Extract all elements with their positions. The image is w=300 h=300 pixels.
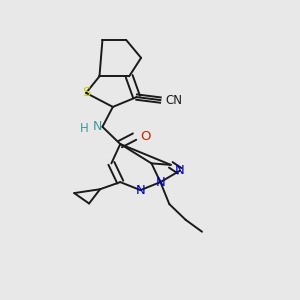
Text: O: O xyxy=(140,130,151,143)
Text: N: N xyxy=(175,164,184,177)
Text: H: H xyxy=(80,122,88,135)
Text: CN: CN xyxy=(166,94,183,106)
Text: S: S xyxy=(82,86,90,99)
Text: N: N xyxy=(93,120,102,133)
Text: N: N xyxy=(155,176,165,189)
Text: N: N xyxy=(136,184,146,196)
